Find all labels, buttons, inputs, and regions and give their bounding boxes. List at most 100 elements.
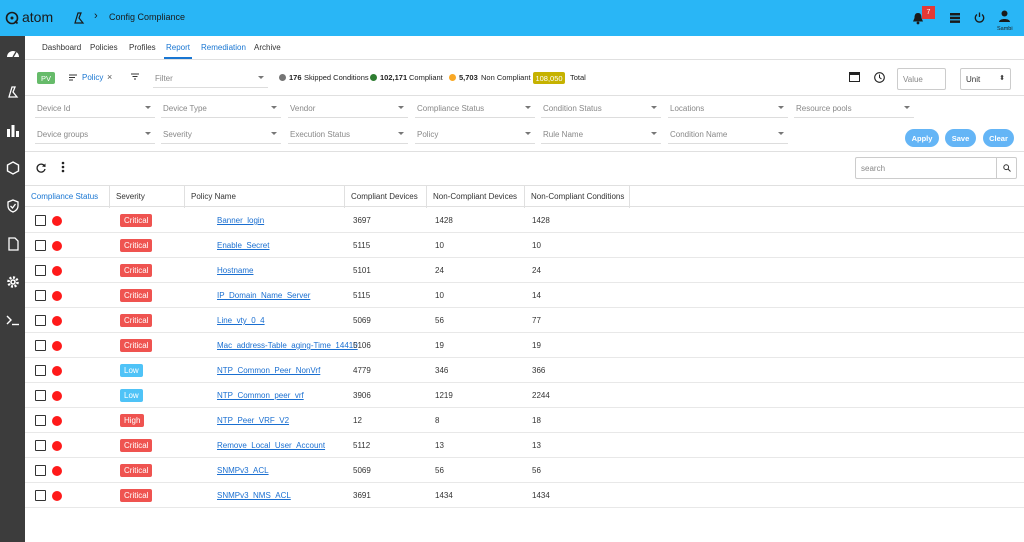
notification-badge: 7 <box>922 6 935 19</box>
policy-link[interactable]: Remove_Local_User_Account <box>217 441 326 450</box>
dropdown-device-id[interactable]: Device Id <box>35 99 155 118</box>
col-noncompliant-devices[interactable]: Non-Compliant Devices <box>427 186 525 208</box>
tab-profiles[interactable]: Profiles <box>129 43 156 52</box>
dropdown-device-groups[interactable]: Device groups <box>35 125 155 144</box>
sidebar-network-icon[interactable] <box>0 152 25 184</box>
policy-link[interactable]: Enable_Secret <box>217 241 270 250</box>
more-vert-icon[interactable] <box>61 161 65 173</box>
filter-input[interactable]: Filter <box>153 69 268 88</box>
row-checkbox[interactable] <box>35 340 46 351</box>
table-row[interactable]: Critical SNMPv3_ACL 5069 56 56 <box>25 458 1024 483</box>
policy-link[interactable]: Line_vty_0_4 <box>217 316 265 325</box>
sidebar <box>0 36 25 542</box>
refresh-icon[interactable] <box>36 163 46 173</box>
dropdown-execution-status[interactable]: Execution Status <box>288 125 408 144</box>
table-row[interactable]: Critical Enable_Secret 5115 10 10 <box>25 233 1024 258</box>
compliance-icon[interactable] <box>72 11 86 25</box>
policy-link[interactable]: Banner_login <box>217 216 265 225</box>
apply-button[interactable]: Apply <box>905 129 939 147</box>
table-row[interactable]: Low NTP_Common_Peer_NonVrf 4779 346 366 <box>25 358 1024 383</box>
table-row[interactable]: Low NTP_Common_peer_vrf 3906 1219 2244 <box>25 383 1024 408</box>
table-row[interactable]: Critical Line_vty_0_4 5069 56 77 <box>25 308 1024 333</box>
policy-link[interactable]: NTP_Peer_VRF_V2 <box>217 416 290 425</box>
policy-link[interactable]: NTP_Common_Peer_NonVrf <box>217 366 321 375</box>
col-noncompliant-conditions[interactable]: Non-Compliant Conditions <box>525 186 630 208</box>
value-input[interactable]: Value <box>897 68 946 90</box>
dropdown-condition-name[interactable]: Condition Name <box>668 125 788 144</box>
dropdown-vendor[interactable]: Vendor <box>288 99 408 118</box>
row-checkbox[interactable] <box>35 290 46 301</box>
tab-policies[interactable]: Policies <box>90 43 118 52</box>
atom-logo-icon <box>5 11 19 25</box>
dropdown-resource-pools[interactable]: Resource pools <box>794 99 914 118</box>
row-checkbox[interactable] <box>35 365 46 376</box>
dropdown-locations[interactable]: Locations <box>668 99 788 118</box>
col-policy-name[interactable]: Policy Name <box>185 186 345 208</box>
sidebar-gear-icon[interactable] <box>0 266 25 298</box>
compliant-count: 102,171 <box>380 73 408 82</box>
pv-badge[interactable]: PV <box>37 72 55 84</box>
unit-select[interactable]: Unit ⬍ <box>960 68 1011 90</box>
dropdown-policy[interactable]: Policy <box>415 125 535 144</box>
filter-lines-icon[interactable] <box>131 73 139 80</box>
row-checkbox[interactable] <box>35 465 46 476</box>
noncompliant-conditions-cell: 2244 <box>532 391 550 400</box>
row-checkbox[interactable] <box>35 440 46 451</box>
table-row[interactable]: High NTP_Peer_VRF_V2 12 8 18 <box>25 408 1024 433</box>
search-icon[interactable] <box>1003 164 1011 172</box>
row-checkbox[interactable] <box>35 390 46 401</box>
tab-report[interactable]: Report <box>163 43 193 59</box>
tab-remediation[interactable]: Remediation <box>201 43 246 52</box>
dropdown-severity[interactable]: Severity <box>161 125 281 144</box>
row-checkbox[interactable] <box>35 240 46 251</box>
row-checkbox[interactable] <box>35 415 46 426</box>
table-row[interactable]: Critical Mac_address-Table_aging-Time_144… <box>25 333 1024 358</box>
col-compliance-status[interactable]: Compliance Status <box>25 186 110 208</box>
policy-link[interactable]: SNMPv3_ACL <box>217 466 269 475</box>
table-row[interactable]: Critical Banner_login 3697 1428 1428 <box>25 208 1024 233</box>
sidebar-document-icon[interactable] <box>0 228 25 260</box>
table-row[interactable]: Critical SNMPv3_NMS_ACL 3691 1434 1434 <box>25 483 1024 508</box>
clear-button[interactable]: Clear <box>983 129 1014 147</box>
noncompliant-devices-cell: 10 <box>435 291 444 300</box>
dropdown-label: Locations <box>670 103 705 113</box>
table-row[interactable]: Critical IP_Domain_Name_Server 5115 10 14 <box>25 283 1024 308</box>
sidebar-bar-chart-icon[interactable] <box>0 114 25 146</box>
policy-link[interactable]: Mac_address-Table_aging-Time_14410 <box>217 341 358 350</box>
tab-archive[interactable]: Archive <box>254 43 281 52</box>
sidebar-shield-icon[interactable] <box>0 190 25 222</box>
server-icon[interactable] <box>950 13 960 23</box>
policy-link[interactable]: IP_Domain_Name_Server <box>217 291 311 300</box>
sidebar-terminal-icon[interactable] <box>0 304 25 336</box>
row-checkbox[interactable] <box>35 490 46 501</box>
dropdown-label: Compliance Status <box>417 103 485 113</box>
clock-icon[interactable] <box>874 72 885 83</box>
col-severity[interactable]: Severity <box>110 186 185 208</box>
policy-link[interactable]: Hostname <box>217 266 254 275</box>
row-checkbox[interactable] <box>35 265 46 276</box>
policy-link[interactable]: SNMPv3_NMS_ACL <box>217 491 291 500</box>
power-icon[interactable] <box>974 12 985 23</box>
search-input[interactable]: search <box>861 164 886 173</box>
sidebar-dashboard-icon[interactable] <box>0 38 25 70</box>
policy-chip[interactable]: Policy <box>82 73 104 82</box>
dropdown-compliance-status[interactable]: Compliance Status <box>415 99 535 118</box>
dropdown-condition-status[interactable]: Condition Status <box>541 99 661 118</box>
user-icon[interactable] <box>999 10 1010 22</box>
calendar-icon[interactable] <box>849 71 860 82</box>
row-checkbox[interactable] <box>35 315 46 326</box>
status-dot <box>52 316 62 326</box>
row-checkbox[interactable] <box>35 215 46 226</box>
sidebar-compliance-icon[interactable] <box>0 76 25 108</box>
dropdown-label: Policy <box>417 129 439 139</box>
tab-dashboard[interactable]: Dashboard <box>42 43 82 52</box>
dropdown-device-type[interactable]: Device Type <box>161 99 281 118</box>
bell-icon[interactable] <box>912 12 924 25</box>
table-row[interactable]: Critical Remove_Local_User_Account 5112 13 1… <box>25 433 1024 458</box>
close-icon[interactable]: × <box>107 72 113 82</box>
policy-link[interactable]: NTP_Common_peer_vrf <box>217 391 304 400</box>
dropdown-rule-name[interactable]: Rule Name <box>541 125 661 144</box>
save-button[interactable]: Save <box>945 129 976 147</box>
col-compliant-devices[interactable]: Compliant Devices <box>345 186 427 208</box>
table-row[interactable]: Critical Hostname 5101 24 24 <box>25 258 1024 283</box>
